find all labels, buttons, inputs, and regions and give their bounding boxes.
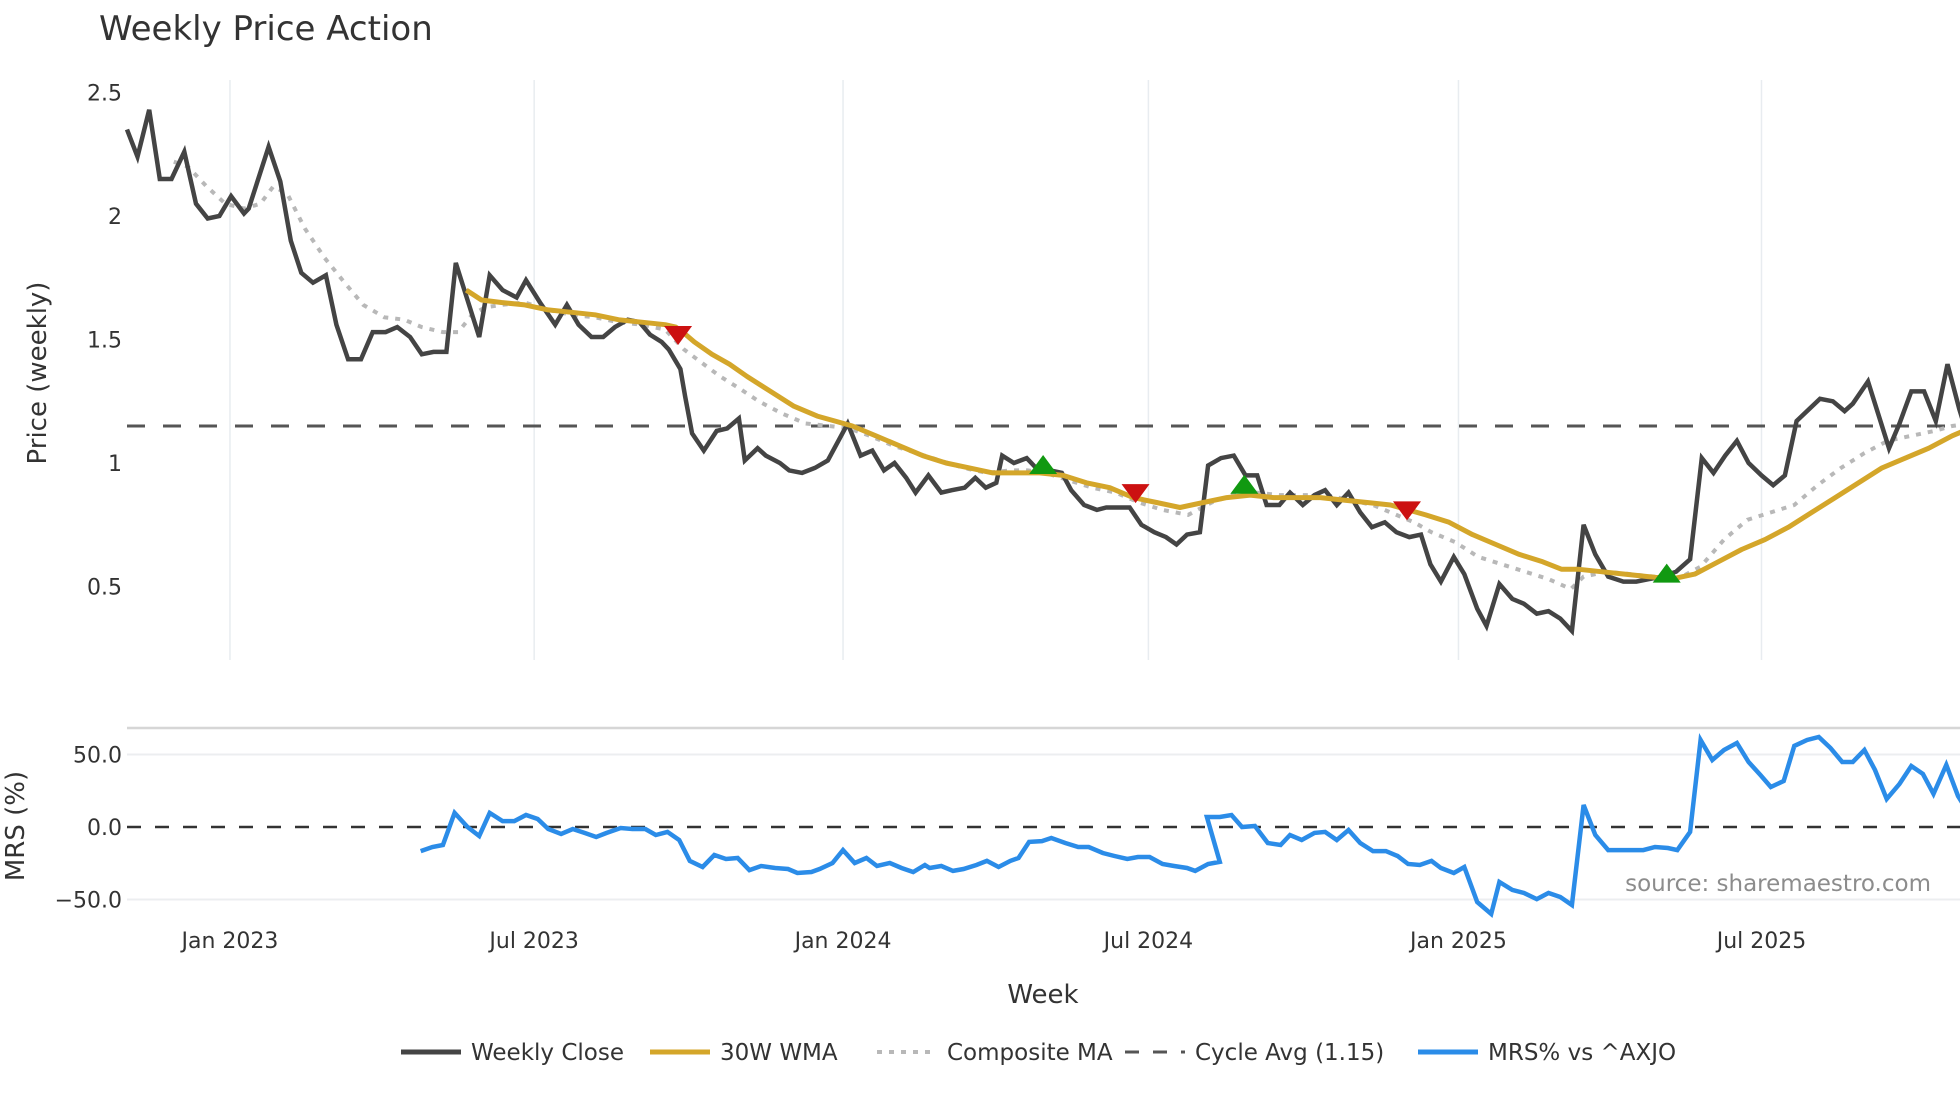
mrs-y-tick-label: 0.0 [87,816,122,841]
legend-label: 30W WMA [720,1040,838,1066]
buy-signal-marker [1652,563,1681,583]
weekly-close-line [124,109,1960,637]
buy-signal-marker [1230,474,1259,494]
price-y-tick-label: 0.5 [87,576,122,601]
x-axis-ticks: Jan 2023 Jul 2023 Jan 2024 Jul 2024 Jan 2025… [180,929,1807,954]
price-y-tick-label: 1.5 [87,329,122,354]
price-y-axis-title: Price (weekly) [23,282,53,465]
legend-item: 30W WMA [650,1040,838,1066]
legend-item: Cycle Avg (1.15) [1125,1040,1384,1066]
x-tick-label: Jul 2025 [1715,929,1807,954]
signal-markers [664,326,1681,583]
mrs-panel: −50.0 0.0 50.0 MRS (%) source: sharemaestr… [1,726,1960,919]
mrs-line [419,733,1960,919]
x-tick-label: Jan 2025 [1408,929,1507,954]
mrs-y-axis-title: MRS (%) [1,771,31,881]
price-vertical-grid [229,80,1763,660]
price-panel: 0.5 1 1.5 2 2.5 Price (weekly) [23,80,1960,660]
legend-item: Weekly Close [401,1040,624,1066]
legend-item: MRS% vs ^AXJO [1418,1040,1676,1066]
legend-label: MRS% vs ^AXJO [1488,1040,1676,1066]
sell-signal-marker [1392,501,1421,521]
chart-title: Weekly Price Action [99,9,433,49]
mrs-horizontal-grid [127,753,1960,901]
price-y-tick-label: 2.5 [87,82,122,107]
x-tick-label: Jul 2024 [1102,929,1194,954]
x-tick-label: Jul 2023 [487,929,579,954]
mrs-y-tick-label: −50.0 [55,889,122,914]
x-axis-title: Week [1007,980,1078,1010]
price-y-axis-ticks: 0.5 1 1.5 2 2.5 [87,82,122,601]
mrs-y-tick-label: 50.0 [73,744,122,769]
legend-item: Composite MA [877,1040,1113,1066]
price-y-tick-label: 2 [108,205,122,230]
mrs-y-axis-ticks: −50.0 0.0 50.0 [55,744,122,914]
buy-signal-marker [1029,454,1058,474]
price-y-tick-label: 1 [108,452,122,477]
legend-label: Weekly Close [471,1040,624,1066]
sell-signal-marker [664,326,693,346]
legend-label: Composite MA [947,1040,1113,1066]
x-tick-label: Jan 2023 [180,929,279,954]
sell-signal-marker [1121,484,1150,504]
wma-30w-line [464,288,1960,582]
legend: Weekly Close 30W WMA Composite MA Cycle Avg… [401,1040,1676,1066]
source-annotation: source: sharemaestro.com [1625,871,1931,897]
x-tick-label: Jan 2024 [793,929,892,954]
legend-label: Cycle Avg (1.15) [1195,1040,1384,1066]
